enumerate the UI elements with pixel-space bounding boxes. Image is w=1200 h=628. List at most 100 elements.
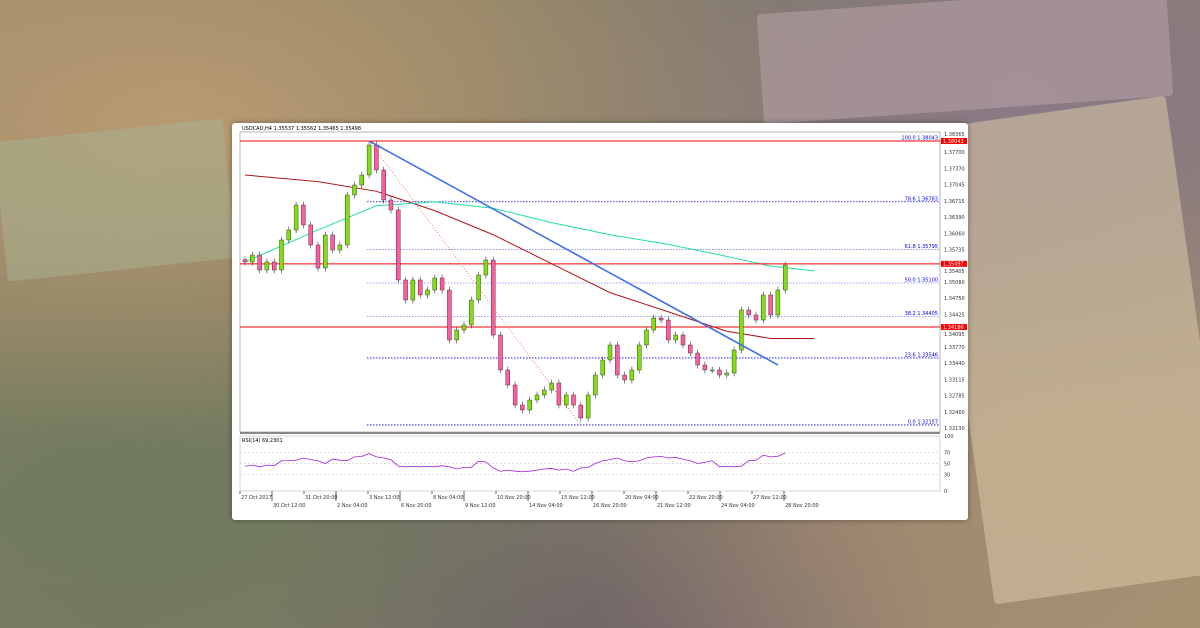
candle-body — [417, 279, 423, 296]
candle-body — [702, 364, 708, 371]
y-tick-label: 1.32130 — [944, 426, 965, 432]
candle-body — [739, 309, 744, 351]
rsi-label: RSI(14) 69.2301 — [242, 438, 283, 444]
candle-body — [768, 294, 773, 316]
y-tick-label: 1.35405 — [944, 269, 965, 275]
candle-body — [761, 294, 766, 321]
x-tick-label: 15 Nov 12:00 — [561, 495, 595, 501]
candle-body — [454, 329, 459, 341]
chart-title: USDCAD,H4 1.35537 1.35562 1.35465 1.3549… — [242, 126, 362, 132]
y-tick-label: 1.32785 — [944, 394, 965, 400]
candle-body — [279, 239, 284, 271]
candle-body — [439, 277, 445, 291]
candle-body — [301, 204, 306, 226]
candle-body — [323, 234, 328, 269]
fib-level-label: 23.6 1.33546 — [905, 352, 938, 358]
x-tick-label: 28 Nov 20:00 — [785, 503, 819, 509]
candle-body — [783, 264, 788, 291]
level-price-label: 1.38043 — [943, 139, 964, 145]
candle-body — [724, 372, 729, 376]
candle-body — [542, 389, 547, 396]
candle-body — [396, 209, 401, 281]
candle-body — [286, 229, 291, 241]
y-tick-label: 1.34095 — [944, 332, 965, 338]
y-tick-label: 1.33440 — [944, 361, 965, 367]
candle-body — [505, 369, 510, 386]
candle-body — [710, 369, 715, 372]
candle-body — [578, 404, 583, 419]
candle-body — [666, 319, 671, 341]
candle-body — [381, 169, 386, 201]
x-tick-label: 24 Nov 04:00 — [721, 503, 755, 509]
y-tick-label: 1.33115 — [944, 377, 965, 383]
candle-body — [651, 317, 656, 331]
candle-body — [731, 349, 737, 374]
candle-body — [644, 329, 649, 346]
fib-level-label: 38.2 1.34405 — [905, 311, 938, 317]
x-tick-label: 30 Oct 12:00 — [273, 503, 306, 509]
chart-card: USDCAD,H4 1.35537 1.35562 1.35465 1.3549… — [232, 123, 968, 520]
candle-body — [366, 144, 372, 176]
rsi-level-label: 50 — [944, 462, 950, 468]
candle-body — [491, 259, 496, 336]
candle-body — [556, 382, 562, 406]
candle-body — [585, 394, 591, 419]
level-price-tag — [941, 260, 967, 267]
candle-body — [688, 344, 693, 354]
candle-body — [658, 317, 664, 321]
x-tick-label: 27 Nov 12:00 — [753, 495, 787, 501]
candle-body — [447, 289, 452, 341]
fib-level-label: 0.0 1.32157 — [908, 419, 938, 425]
candle-body — [352, 184, 357, 196]
candle-body — [242, 259, 248, 263]
x-tick-label: 2 Nov 04:00 — [337, 503, 368, 509]
y-tick-label: 1.35735 — [944, 248, 965, 254]
candle-body — [410, 279, 416, 301]
fib-level-label: 78.6 1.36783 — [905, 196, 938, 202]
candle-body — [432, 277, 438, 291]
candle-body — [461, 324, 467, 331]
candle-body — [593, 374, 598, 396]
candle-body — [403, 279, 408, 301]
y-tick-label: 1.36390 — [944, 215, 965, 221]
x-tick-label: 22 Nov 20:00 — [689, 495, 723, 501]
level-price-tag — [941, 324, 967, 331]
y-tick-label: 1.36715 — [944, 199, 965, 205]
y-tick-label: 1.35080 — [944, 280, 965, 286]
x-tick-label: 8 Nov 04:00 — [433, 495, 464, 501]
candle-body — [753, 314, 759, 321]
rsi-level-label: 0 — [944, 489, 947, 495]
x-tick-label: 3 Nov 12:00 — [369, 495, 400, 501]
rsi-line — [244, 452, 786, 473]
candle-body — [264, 261, 270, 271]
candle-body — [622, 374, 627, 381]
candle-body — [527, 399, 532, 411]
plot-frame — [239, 131, 941, 433]
candle-body — [315, 244, 321, 269]
candle-body — [534, 394, 540, 401]
x-tick-label: 16 Nov 20:00 — [593, 503, 627, 509]
banknote-background — [927, 95, 1200, 605]
candle-body — [498, 334, 503, 371]
candle-body — [746, 309, 751, 316]
fast-moving-average — [244, 201, 815, 272]
candle-body — [673, 334, 678, 341]
x-tick-label: 10 Nov 20:00 — [497, 495, 531, 501]
y-tick-label: 1.36060 — [944, 231, 965, 237]
rsi-level-label: 30 — [944, 473, 950, 479]
level-price-label: 1.35497 — [943, 262, 964, 268]
candle-body — [337, 244, 343, 251]
candle-body — [695, 352, 700, 366]
y-tick-label: 1.37700 — [944, 150, 965, 156]
candle-body — [571, 394, 576, 406]
rsi-level-label: 70 — [944, 451, 950, 457]
y-tick-label: 1.38365 — [944, 132, 965, 138]
y-tick-label: 1.37370 — [944, 166, 965, 172]
banknote-background — [0, 118, 237, 282]
price-chart[interactable]: 1.38365 1.37700 1.37370 1.37045 1.36715 1.363… — [232, 123, 968, 520]
candle-body — [637, 344, 642, 371]
candle-body — [629, 369, 635, 381]
y-tick-label: 1.37045 — [944, 183, 965, 189]
y-tick-label: 1.34750 — [944, 296, 965, 302]
y-tick-label: 1.33770 — [944, 345, 965, 351]
